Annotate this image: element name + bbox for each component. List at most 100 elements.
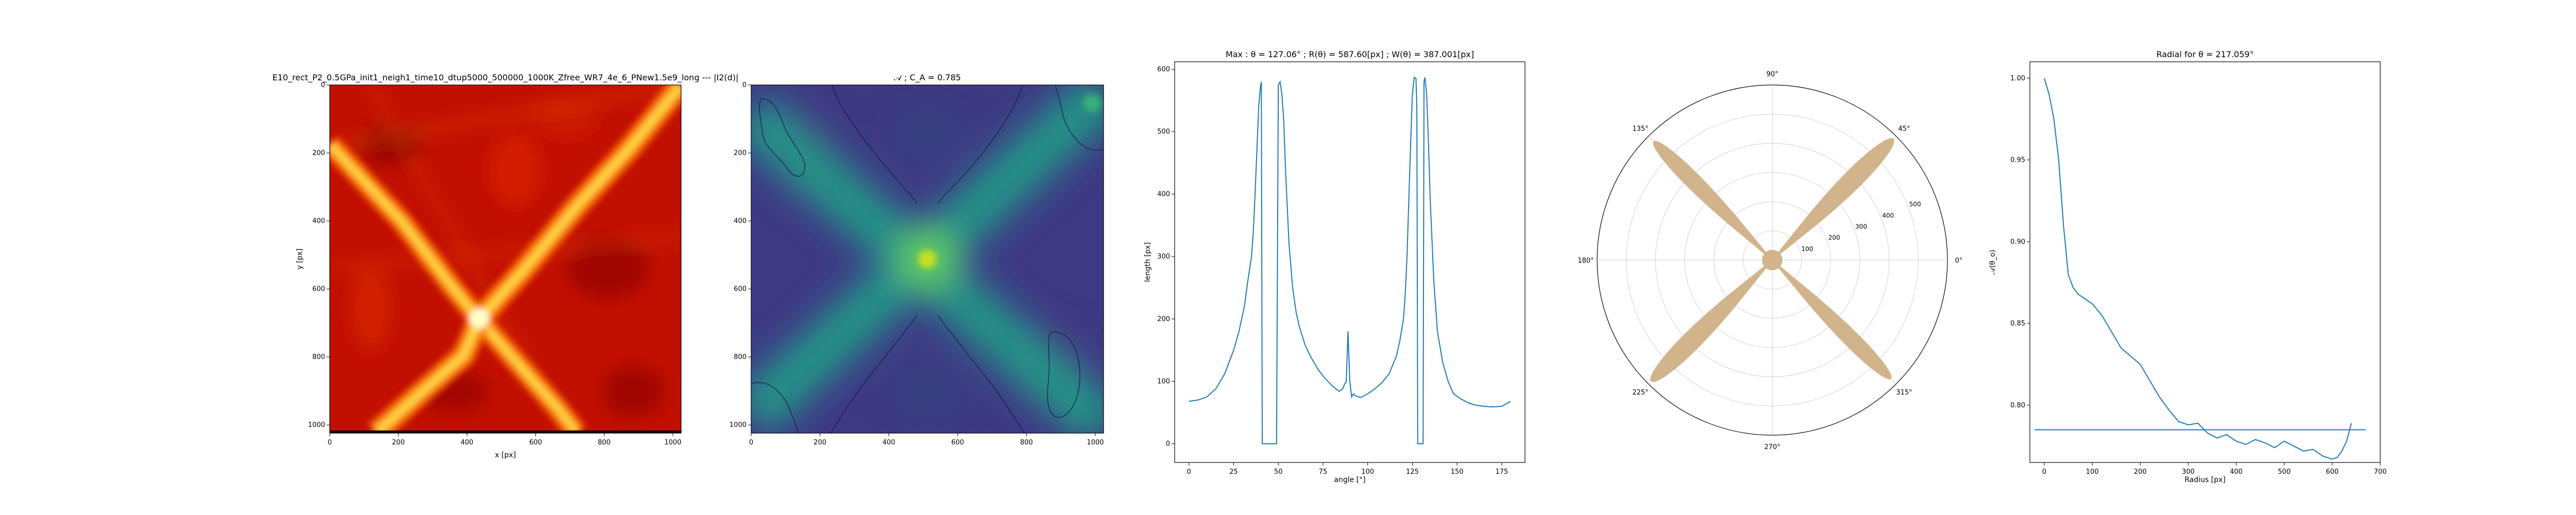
heatmap-intensity-xlabel: x [px] [495, 451, 516, 459]
polar-lobe-1 [1653, 141, 1773, 261]
radial-plot-xtick-label: 300 [2182, 468, 2195, 476]
panel-polar: 0° 45° 90° 135° 180° 225° 270° 315° 100 200 300 40… [1578, 71, 1962, 451]
heatmap-intensity-yticks: 0 200 400 600 800 1000 [308, 81, 330, 429]
radial-plot-ytick-label: 0.80 [2010, 402, 2025, 409]
heatmap-intensity-ytick-label: 1000 [308, 421, 325, 429]
polar-radial-label: 500 [1909, 201, 1921, 208]
radial-plot-ylabel: 𝒜(θ_o) [1989, 250, 1997, 274]
length-plot-xtick-label: 50 [1274, 468, 1283, 476]
length-plot-xtick-label: 75 [1319, 468, 1328, 476]
length-plot-ytick-label: 100 [1157, 377, 1170, 385]
radial-plot-xtick-label: 500 [2278, 468, 2291, 476]
length-plot-ytick-label: 200 [1157, 315, 1170, 323]
polar-radial-label: 400 [1882, 212, 1894, 219]
radial-plot-title: Radial for θ = 217.059° [2156, 49, 2253, 59]
polar-lobe-3 [1772, 260, 1892, 380]
heatmap-intensity-xtick-label: 400 [461, 439, 473, 447]
polar-angle-label: 225° [1632, 389, 1648, 397]
polar-angle-label: 90° [1766, 71, 1778, 78]
heatmap-intensity-xtick-label: 200 [392, 439, 405, 447]
length-plot-xtick-label: 0 [1187, 468, 1191, 476]
radial-plot-xtick-label: 100 [2086, 468, 2099, 476]
heatmap-anisotropy-ytick-label: 800 [734, 353, 747, 361]
heatmap-intensity-ylabel: y [px] [296, 249, 304, 270]
heatmap-intensity-ytick-label: 400 [312, 217, 325, 225]
length-plot-xtick-label: 25 [1229, 468, 1238, 476]
radial-plot-ytick-label: 0.90 [2010, 238, 2025, 246]
heatmap-anisotropy-xtick-label: 400 [883, 439, 895, 447]
length-plot-ytick-label: 500 [1157, 128, 1170, 136]
length-plot-series [1189, 76, 1511, 444]
radial-plot-series [2035, 78, 2366, 460]
polar-angle-label: 315° [1896, 389, 1912, 397]
heatmap-anisotropy-yticks: 0 200 400 600 800 1000 [730, 81, 751, 429]
length-plot-xlabel: angle [°] [1334, 476, 1365, 484]
heatmap-intensity-ytick-label: 600 [312, 285, 325, 293]
heatmap-anisotropy-xtick-label: 800 [1020, 439, 1033, 447]
polar-angle-label: 270° [1764, 443, 1780, 451]
polar-lobe-0 [1772, 138, 1895, 261]
heatmap-anisotropy-xtick-label: 600 [951, 439, 964, 447]
heatmap-intensity-xtick-label: 800 [598, 439, 611, 447]
heatmap-anisotropy-ytick-label: 600 [734, 285, 747, 293]
heatmap-intensity-image [330, 85, 681, 433]
length-plot-xtick-label: 100 [1361, 468, 1374, 476]
length-plot-ytick-label: 0 [1166, 440, 1170, 448]
polar-radial-label: 100 [1801, 245, 1813, 252]
polar-center-blob [1762, 250, 1783, 270]
radial-plot-ytick-label: 0.85 [2010, 320, 2025, 328]
heatmap-anisotropy-xticks: 0 200 400 600 800 1000 [749, 433, 1104, 447]
radial-plot-ytick-label: 1.00 [2010, 75, 2025, 82]
radial-plot-ytick-label: 0.95 [2010, 157, 2025, 164]
radial-plot-xlabel: Radius [px] [2184, 476, 2226, 484]
heatmap-anisotropy-xtick-label: 200 [814, 439, 826, 447]
length-plot-ylabel: length [px] [1144, 242, 1152, 282]
heatmap-intensity-xtick-label: 1000 [664, 439, 681, 447]
polar-lobes [1650, 138, 1895, 383]
heatmap-anisotropy-ytick-label: 200 [734, 149, 747, 157]
length-plot-xtick-label: 175 [1495, 468, 1508, 476]
polar-angle-labels: 0° 45° 90° 135° 180° 225° 270° 315° [1578, 71, 1962, 451]
heatmap-anisotropy-title: 𝒜 ; C_A = 0.785 [894, 73, 961, 83]
length-plot-series-line-0 [1189, 76, 1511, 444]
heatmap-intensity-xtick-label: 0 [328, 439, 332, 447]
radial-plot-yticks: 0.80 0.85 0.90 0.95 1.00 [2010, 75, 2030, 409]
length-plot-xticks: 0 25 50 75 100 125 150 175 [1187, 462, 1508, 476]
length-plot-ytick-label: 300 [1157, 253, 1170, 261]
panel-radial-profile: Radial for θ = 217.059° 0 100 200 300 400 500… [1989, 49, 2386, 484]
radial-plot-xtick-label: 700 [2374, 468, 2387, 476]
heatmap-anisotropy-ytick-label: 1000 [730, 421, 747, 429]
radial-plot-xtick-label: 0 [2042, 468, 2046, 476]
length-plot-xtick-label: 125 [1406, 468, 1419, 476]
radial-plot-series-line-0 [2043, 78, 2352, 460]
heatmap-intensity-xtick-label: 600 [529, 439, 542, 447]
polar-angle-label: 135° [1632, 125, 1648, 133]
heatmap-intensity-ytick-label: 200 [312, 149, 325, 157]
heatmap-intensity-ytick-label: 800 [312, 353, 325, 361]
length-plot-ytick-label: 400 [1157, 191, 1170, 198]
heatmap-anisotropy-xtick-label: 1000 [1087, 439, 1104, 447]
panel-heatmap-intensity: E10_rect_P2_0.5GPa_init1_neigh1_time10_d… [273, 73, 739, 459]
length-plot-yticks: 0 100 200 300 400 500 600 [1157, 66, 1175, 448]
heatmap-anisotropy-ytick-label: 0 [742, 81, 747, 89]
length-plot-title: Max : θ = 127.06° ; R(θ) = 587.60[px] ; … [1226, 49, 1474, 59]
heatmap-anisotropy-xtick-label: 0 [749, 439, 753, 447]
radial-plot-xtick-label: 600 [2326, 468, 2338, 476]
polar-lobe-2 [1650, 260, 1773, 383]
panel-heatmap-anisotropy: 𝒜 ; C_A = 0.785 [730, 73, 1104, 447]
length-plot-ytick-label: 600 [1157, 66, 1170, 74]
polar-radial-label: 300 [1855, 223, 1867, 230]
heatmap-intensity-xticks: 0 200 400 600 800 1000 [328, 433, 682, 447]
heatmap-anisotropy-image [751, 85, 1104, 433]
polar-radial-labels: 100 200 300 400 500 [1801, 201, 1921, 253]
polar-radial-label: 200 [1828, 234, 1840, 242]
radial-plot-xtick-label: 400 [2230, 468, 2243, 476]
polar-angle-label: 0° [1955, 257, 1963, 265]
heatmap-intensity-title: E10_rect_P2_0.5GPa_init1_neigh1_time10_d… [273, 73, 739, 83]
length-plot-xtick-label: 150 [1451, 468, 1464, 476]
panel-length-vs-angle: Max : θ = 127.06° ; R(θ) = 587.60[px] ; … [1144, 49, 1526, 484]
polar-angle-label: 45° [1898, 125, 1910, 133]
polar-angle-label: 180° [1578, 257, 1594, 265]
radial-plot-xtick-label: 200 [2134, 468, 2147, 476]
